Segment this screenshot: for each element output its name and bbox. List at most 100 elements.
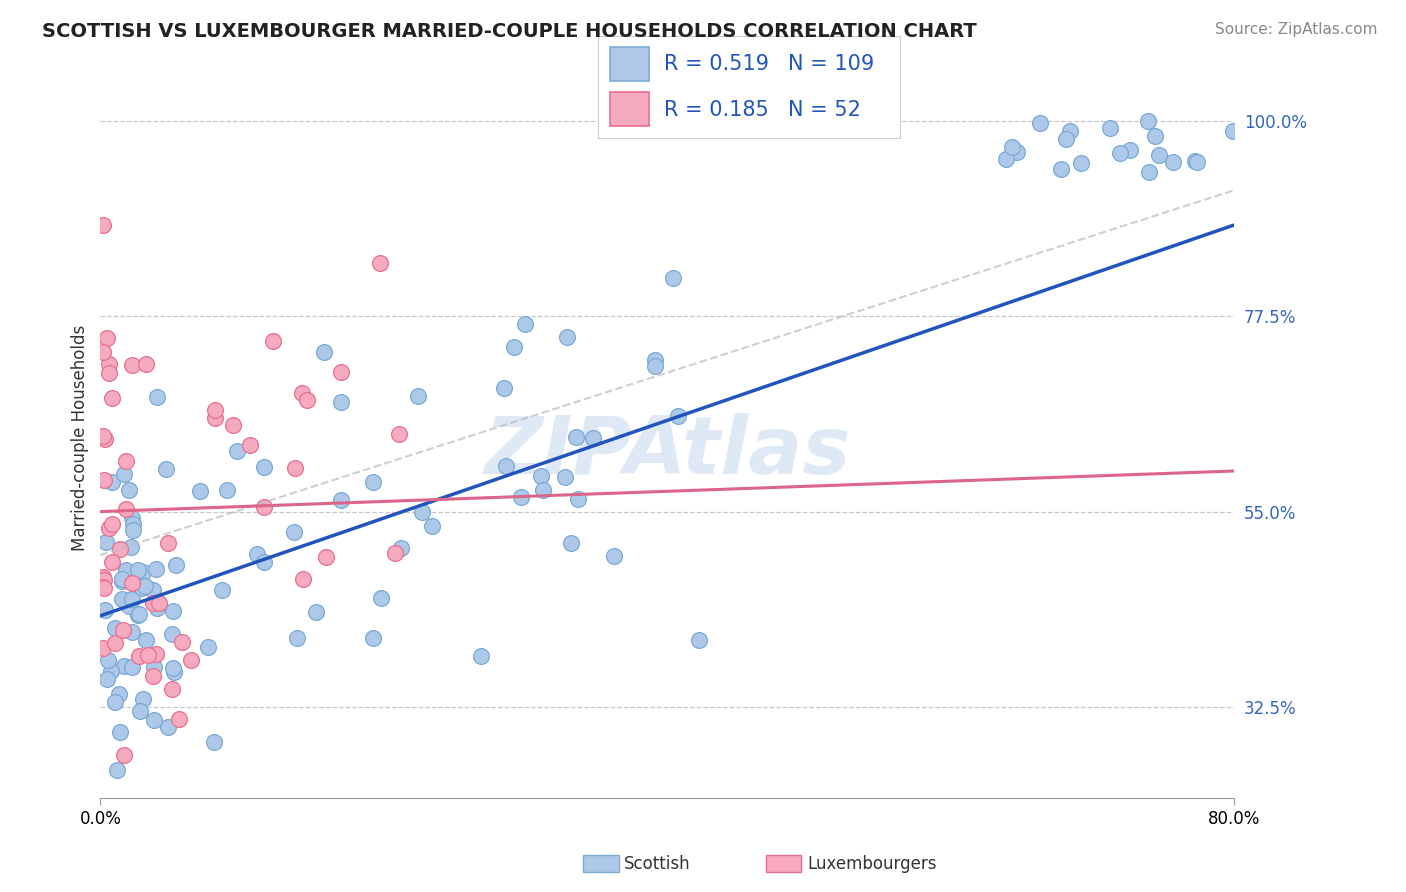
Point xyxy=(291,572,314,586)
Point xyxy=(1137,164,1160,178)
Point xyxy=(1070,156,1092,170)
Point xyxy=(128,648,150,663)
Point xyxy=(1119,143,1142,157)
Point xyxy=(127,607,149,622)
Point xyxy=(132,692,155,706)
Bar xyxy=(610,47,650,81)
Point xyxy=(127,564,149,578)
Point xyxy=(121,624,143,639)
Point xyxy=(101,516,124,531)
Point xyxy=(104,621,127,635)
Point xyxy=(239,438,262,452)
Point xyxy=(114,563,136,577)
Point xyxy=(1056,132,1078,146)
Point xyxy=(91,218,114,232)
Point xyxy=(91,580,114,594)
Bar xyxy=(610,92,650,126)
Point xyxy=(389,541,412,556)
Point xyxy=(167,712,190,726)
Point xyxy=(128,704,150,718)
Point xyxy=(1029,115,1052,129)
Point xyxy=(121,523,143,537)
Point xyxy=(420,519,443,533)
Point xyxy=(531,483,554,498)
Point xyxy=(494,380,516,394)
Point xyxy=(666,409,689,423)
Point xyxy=(142,582,165,597)
Point xyxy=(121,660,143,674)
Point xyxy=(142,713,165,727)
Point xyxy=(1109,146,1132,161)
Point xyxy=(143,660,166,674)
Point xyxy=(644,359,666,374)
Point xyxy=(105,764,128,778)
Point xyxy=(204,403,226,417)
Point xyxy=(285,631,308,645)
Point xyxy=(112,747,135,762)
Point xyxy=(122,516,145,531)
Point xyxy=(162,661,184,675)
Point xyxy=(108,687,131,701)
Point xyxy=(1185,154,1208,169)
Point xyxy=(134,579,156,593)
Point xyxy=(1144,128,1167,143)
Point xyxy=(253,555,276,569)
Text: Scottish: Scottish xyxy=(624,855,690,873)
Point xyxy=(101,392,124,406)
Point xyxy=(121,358,143,372)
Point xyxy=(135,357,157,371)
Point xyxy=(121,592,143,607)
Point xyxy=(132,565,155,579)
Point xyxy=(97,521,120,535)
Point xyxy=(115,454,138,468)
Point xyxy=(603,549,626,564)
Point xyxy=(91,345,114,359)
Point xyxy=(128,607,150,621)
Point xyxy=(145,647,167,661)
Point xyxy=(470,648,492,663)
Text: R = 0.519: R = 0.519 xyxy=(664,54,769,74)
Point xyxy=(363,631,385,645)
Text: N = 109: N = 109 xyxy=(787,54,875,74)
Point xyxy=(142,669,165,683)
Point xyxy=(509,490,531,504)
Point xyxy=(121,575,143,590)
Point xyxy=(384,546,406,560)
Point xyxy=(93,573,115,587)
Point xyxy=(100,475,122,489)
Point xyxy=(1163,155,1185,169)
Point xyxy=(104,636,127,650)
Point xyxy=(1147,148,1170,162)
Point xyxy=(155,462,177,476)
Point xyxy=(145,562,167,576)
Point xyxy=(688,633,710,648)
Point xyxy=(148,596,170,610)
Text: Source: ZipAtlas.com: Source: ZipAtlas.com xyxy=(1215,22,1378,37)
Point xyxy=(314,345,336,359)
Point xyxy=(1184,153,1206,168)
Point xyxy=(108,541,131,556)
Point xyxy=(361,475,384,490)
Point xyxy=(253,500,276,514)
Point xyxy=(502,340,524,354)
Point xyxy=(94,535,117,549)
Point xyxy=(91,570,114,584)
Point xyxy=(146,390,169,404)
Point xyxy=(283,525,305,540)
Point xyxy=(135,633,157,648)
Point xyxy=(163,665,186,679)
Point xyxy=(554,469,576,483)
Point xyxy=(112,623,135,637)
Point xyxy=(329,395,352,409)
Point xyxy=(567,491,589,506)
Point xyxy=(304,605,326,619)
Point xyxy=(91,641,114,656)
Point xyxy=(1001,140,1024,154)
Point xyxy=(222,418,245,433)
Point xyxy=(368,256,391,270)
Point xyxy=(180,653,202,667)
Point xyxy=(160,681,183,696)
Point xyxy=(560,536,582,550)
Point xyxy=(162,604,184,618)
Point xyxy=(96,672,118,686)
